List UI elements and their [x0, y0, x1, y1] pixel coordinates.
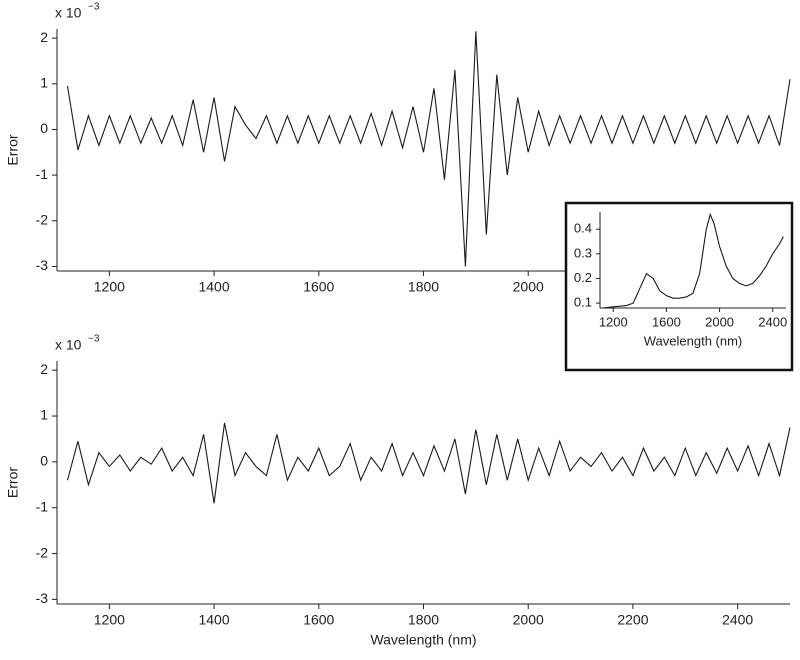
x-tick-label: 2400 [758, 314, 787, 329]
y-scale-exponent: −3 [88, 2, 100, 13]
y-tick-label: 0.2 [574, 270, 592, 285]
y-tick-label: 0 [40, 120, 48, 136]
y-scale-label: x 10 [55, 5, 82, 21]
y-tick-label: 2 [40, 361, 48, 377]
y-tick-label: -1 [36, 166, 49, 182]
y-tick-label: 1 [40, 407, 48, 423]
y-tick-label: 0.4 [574, 221, 592, 236]
x-tick-label: 1200 [94, 612, 125, 628]
y-tick-label: -3 [36, 257, 49, 273]
y-tick-label: -3 [36, 590, 49, 606]
y-axis-label: Error [5, 467, 21, 498]
y-axis-label: Error [5, 134, 21, 165]
x-tick-label: 2400 [722, 612, 753, 628]
y-tick-label: 0 [40, 453, 48, 469]
data-line [66, 31, 791, 267]
x-axis-label: Wavelength (nm) [644, 333, 743, 348]
x-tick-label: 1200 [599, 314, 628, 329]
x-axis-label: Wavelength (nm) [370, 632, 476, 648]
y-tick-label: 1 [40, 74, 48, 90]
x-tick-label: 2200 [617, 612, 648, 628]
x-tick-label: 2000 [705, 314, 734, 329]
x-tick-label: 2000 [513, 279, 544, 295]
y-tick-label: -2 [36, 211, 49, 227]
y-tick-label: 2 [40, 29, 48, 45]
data-line [602, 212, 784, 309]
x-tick-label: 1600 [303, 612, 334, 628]
y-scale-exponent: −3 [88, 334, 100, 345]
y-tick-label: -1 [36, 498, 49, 514]
y-scale-label: x 10 [55, 337, 82, 353]
y-tick-label: 0.3 [574, 245, 592, 260]
x-tick-label: 1800 [408, 612, 439, 628]
x-tick-label: 1400 [198, 279, 229, 295]
bottom-panel: -3 -2 -1 0 1 2 1200 1400 1600 1800 2000 2200 2400 Err… [5, 334, 791, 648]
inset-frame [564, 201, 794, 372]
inset-panel: 0.1 0.2 0.3 0.4 1200 1600 2000 2400 Wavelength (… [564, 201, 794, 372]
data-line [66, 422, 791, 504]
x-tick-label: 1200 [94, 279, 125, 295]
x-tick-label: 1400 [198, 612, 229, 628]
x-tick-label: 2000 [513, 612, 544, 628]
x-tick-label: 1800 [408, 279, 439, 295]
y-tick-label: 0.1 [574, 295, 592, 310]
y-tick-label: -2 [36, 544, 49, 560]
x-tick-label: 1600 [652, 314, 681, 329]
x-tick-label: 1600 [303, 279, 334, 295]
